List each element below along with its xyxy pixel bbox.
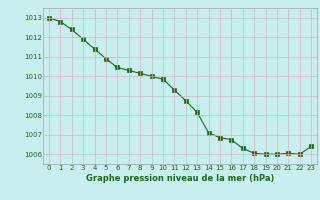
X-axis label: Graphe pression niveau de la mer (hPa): Graphe pression niveau de la mer (hPa) — [86, 174, 274, 183]
